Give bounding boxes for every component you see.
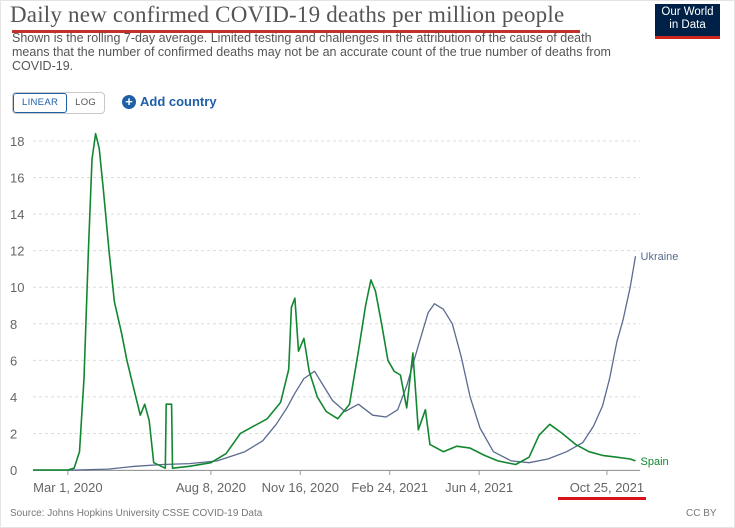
source-note[interactable]: Source: Johns Hopkins University CSSE CO… (10, 508, 263, 519)
log-scale-button[interactable]: LOG (75, 97, 97, 108)
x-tick-label: Aug 8, 2020 (176, 480, 246, 495)
y-tick-label: 2 (10, 426, 17, 441)
linear-scale-button[interactable]: LINEAR (13, 93, 68, 113)
logo-bar (655, 36, 720, 39)
y-tick-label: 18 (10, 134, 24, 149)
owid-logo[interactable]: Our World in Data (655, 4, 720, 39)
plus-circle-icon: + (122, 94, 136, 109)
y-tick-label: 8 (10, 317, 17, 332)
spain-series-label: Spain (641, 456, 669, 468)
y-tick-label: 14 (10, 207, 24, 222)
logo-line-2: in Data (669, 19, 706, 31)
title-underline (12, 30, 580, 33)
ukraine-series-label: Ukraine (641, 251, 679, 263)
ukraine-series-line (33, 256, 637, 471)
x-tick-label: Feb 24, 2021 (351, 480, 428, 495)
last-tick-underline (558, 497, 646, 500)
scale-toggle: LINEAR LOG (12, 92, 106, 114)
y-tick-label: 6 (10, 353, 17, 368)
add-country-label: Add country (140, 94, 217, 109)
spain-series-line (33, 132, 636, 471)
y-tick-label: 0 (10, 463, 17, 478)
chart-subtitle: Shown is the rolling 7-day average. Limi… (12, 31, 611, 73)
y-tick-label: 10 (10, 280, 24, 295)
y-tick-label: 16 (10, 171, 24, 186)
x-tick-label: Jun 4, 2021 (445, 480, 513, 495)
chart-title: Daily new confirmed COVID-19 deaths per … (10, 2, 565, 27)
logo-line-1: Our World (661, 6, 714, 18)
x-tick-label: Nov 16, 2020 (262, 480, 339, 495)
x-tick-label: Mar 1, 2020 (33, 480, 102, 495)
y-tick-label: 12 (10, 244, 24, 259)
x-tick-label: Oct 25, 2021 (570, 480, 644, 495)
add-country-button[interactable]: + Add country (122, 94, 217, 109)
y-tick-label: 4 (10, 390, 17, 405)
license-link[interactable]: CC BY (686, 508, 717, 519)
